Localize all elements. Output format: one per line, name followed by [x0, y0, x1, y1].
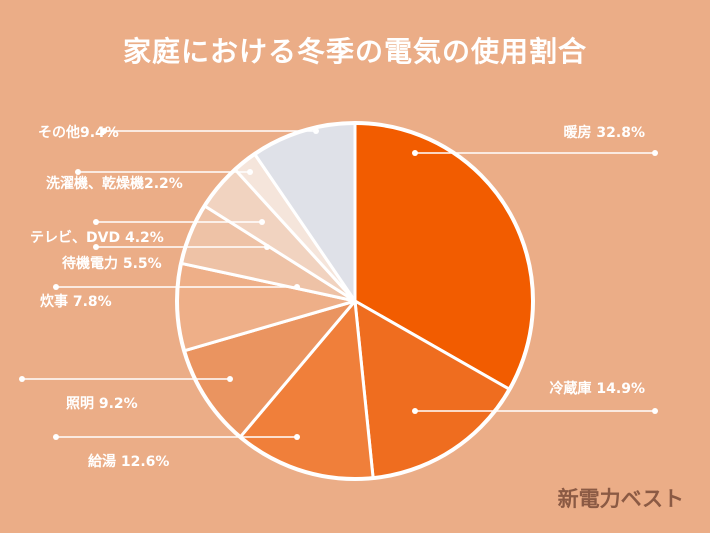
pie-slices — [175, 121, 535, 481]
leader-dot — [652, 150, 658, 156]
leader-dot — [313, 128, 319, 134]
slice-label-1: 暖房 32.8% — [564, 124, 645, 141]
slice-label-3: 給湯 12.6% — [88, 453, 169, 470]
pie-labels: 暖房 32.8% 冷蔵庫 14.9% 給湯 12.6% 照明 9.2% 炊事 7.8% 待… — [30, 124, 645, 470]
slice-label-7: テレビ、DVD 4.2% — [30, 230, 164, 246]
leader-dot — [247, 169, 253, 175]
leader-dot — [75, 169, 81, 175]
leader-dot — [53, 284, 59, 290]
slice-label-5: 炊事 7.8% — [40, 293, 112, 310]
leader-dot — [412, 150, 418, 156]
pie-outline — [175, 121, 535, 481]
leader-dot — [412, 408, 418, 414]
leader-dot — [264, 244, 270, 250]
leader-dot — [53, 434, 59, 440]
slice-label-6: 待機電力 5.5% — [62, 255, 162, 272]
leader-dot — [227, 376, 233, 382]
leader-dot — [19, 376, 25, 382]
slice-label-4: 照明 9.2% — [66, 396, 138, 412]
brand-logo-text: 新電力ベスト — [557, 487, 684, 511]
leader-dot — [652, 408, 658, 414]
chart-title: 家庭における冬季の電気の使用割合 — [122, 35, 587, 68]
slice-label-2: 冷蔵庫 14.9% — [550, 380, 645, 397]
slice-label-9: その他9.4% — [38, 124, 119, 141]
slice-label-8: 洗濯機、乾燥機2.2% — [46, 175, 183, 192]
leader-dot — [294, 434, 300, 440]
leader-dot — [93, 244, 99, 250]
leader-dot — [93, 219, 99, 225]
pie-leader-lines — [19, 128, 658, 440]
leader-dot — [259, 219, 265, 225]
leader-dot — [294, 284, 300, 290]
leader-dot — [101, 128, 107, 134]
